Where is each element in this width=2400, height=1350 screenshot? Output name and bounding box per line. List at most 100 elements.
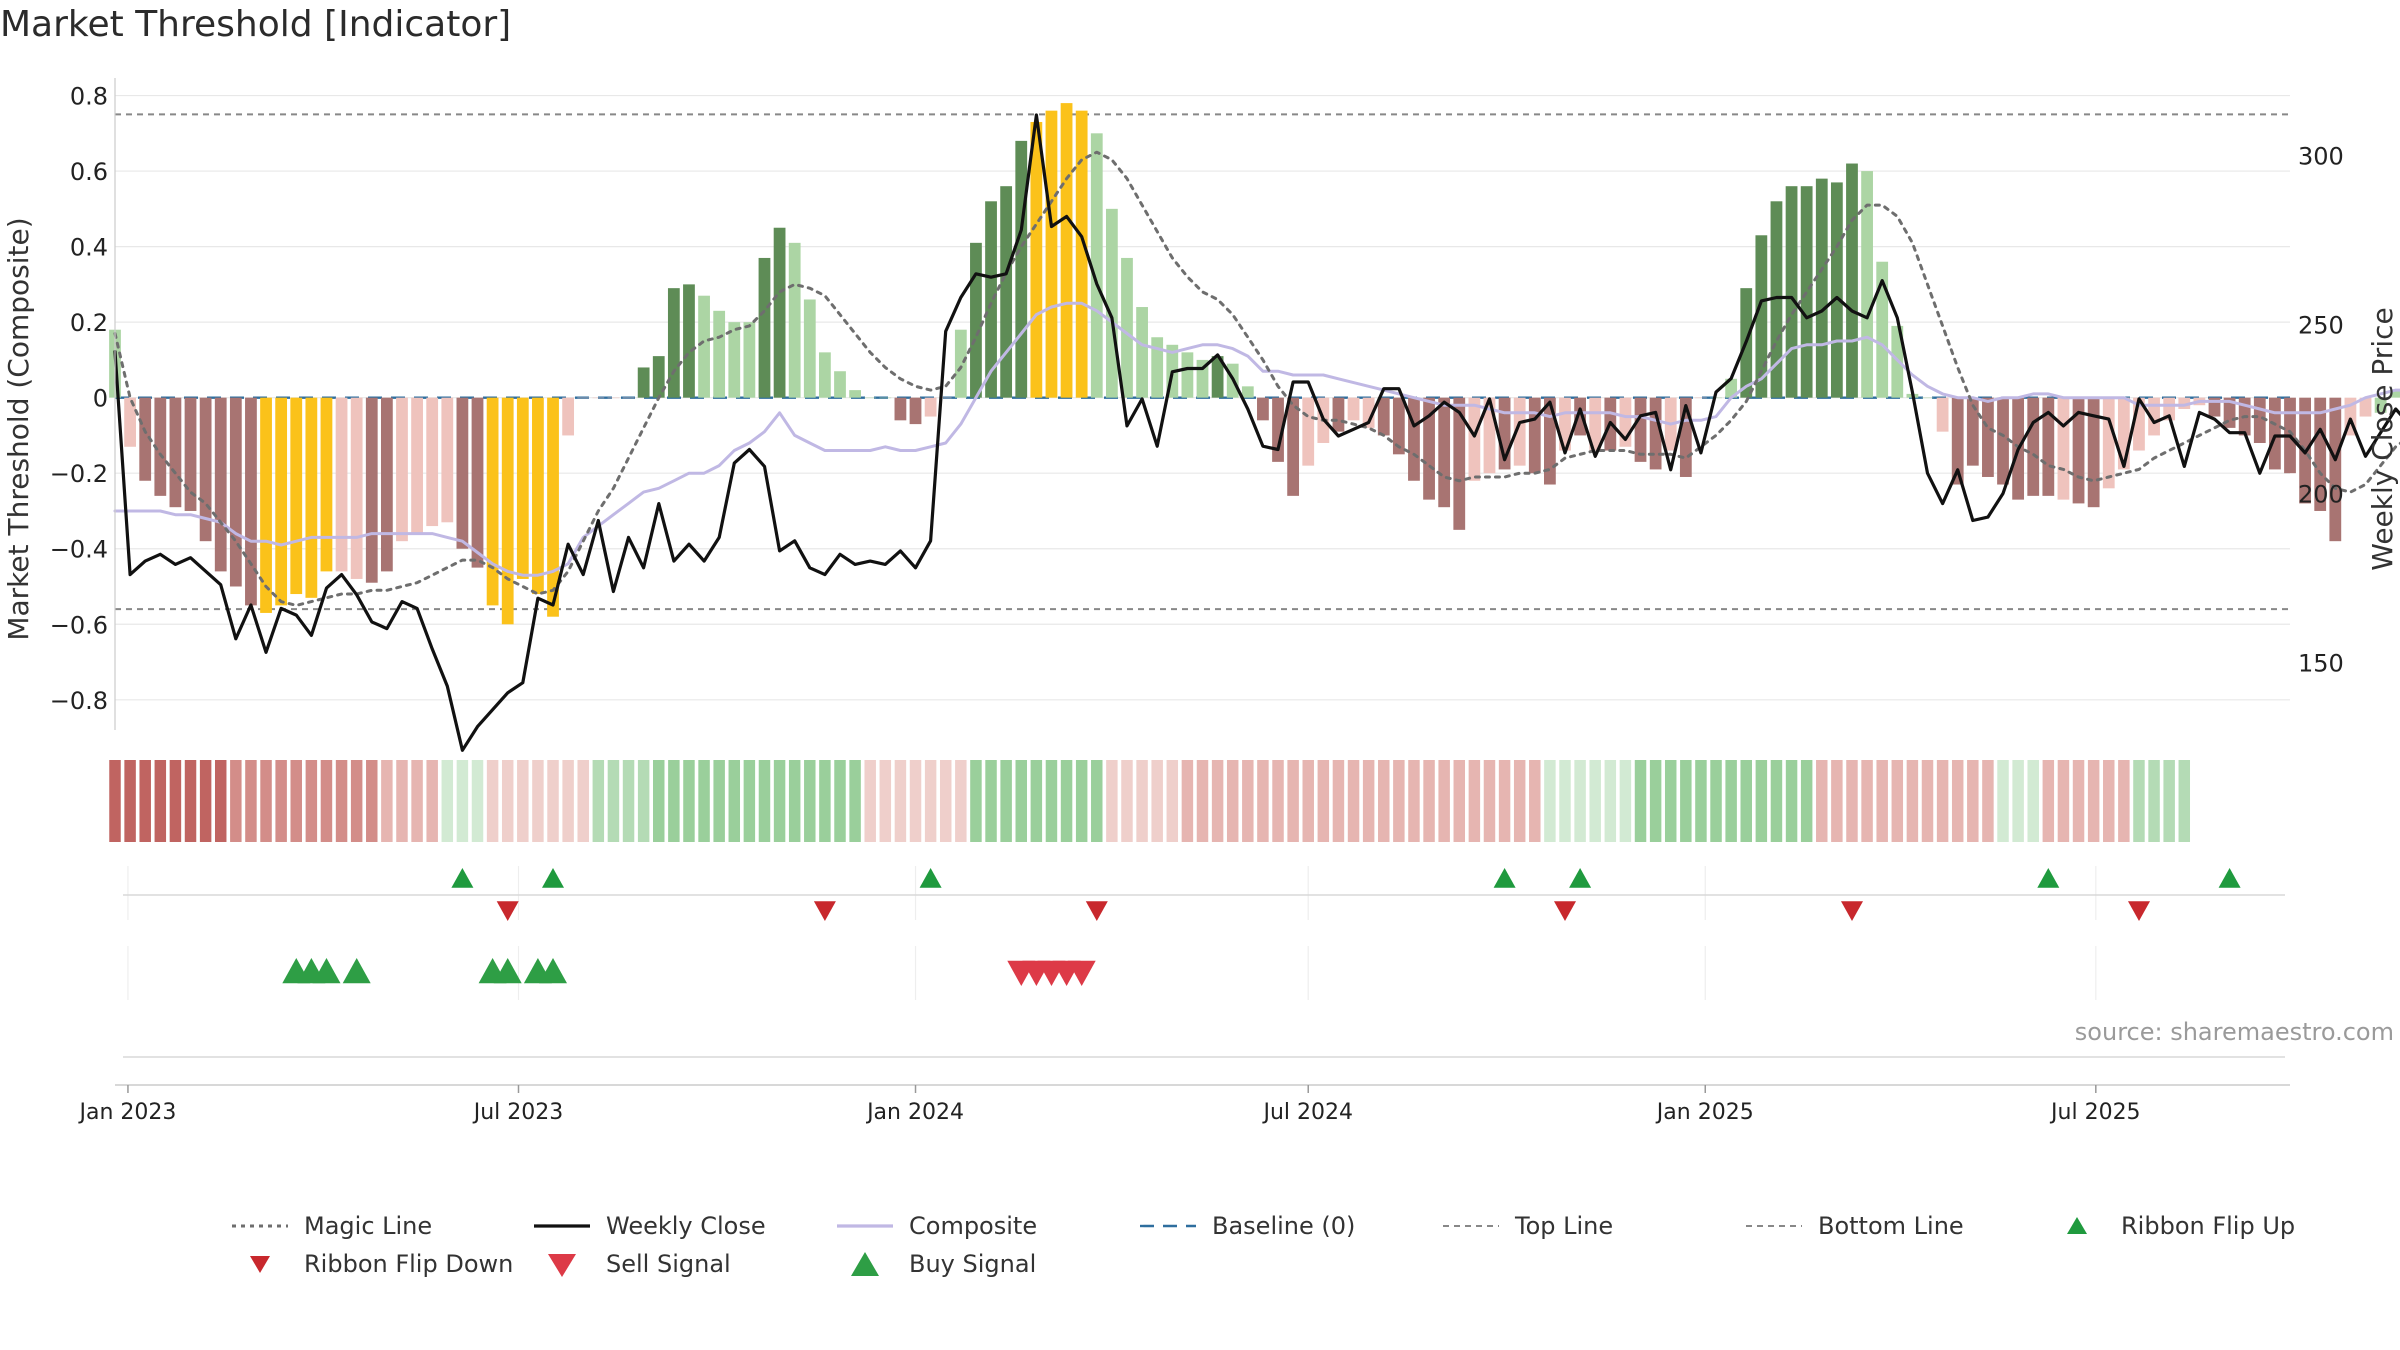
composite-bar: [1921, 397, 1934, 399]
x-tick-label: Jan 2023: [77, 1100, 176, 1125]
ribbon-cell: [2133, 760, 2145, 842]
ribbon-cell: [486, 760, 499, 842]
y-right-axis-title: Weekly Close Price: [2366, 307, 2399, 570]
legend-item-bottom-line: Bottom Line: [1744, 1208, 1964, 1244]
ribbon-cell: [1861, 760, 1873, 842]
ribbon-cell: [834, 760, 846, 842]
ribbon-cell: [2027, 760, 2039, 842]
buy-signal-marker: [342, 958, 371, 984]
composite-bar: [1982, 397, 1994, 477]
legend-item-ribbon-flip-up: Ribbon Flip Up: [2047, 1208, 2295, 1244]
legend-label: Baseline (0): [1212, 1212, 1356, 1240]
ribbon-cell: [381, 760, 393, 842]
weekly-close-line: [113, 113, 2400, 752]
composite-bar: [939, 397, 952, 399]
composite-bar: [320, 397, 333, 572]
ribbon-cell: [924, 760, 937, 842]
composite-bar: [879, 397, 892, 399]
composite-bar: [396, 397, 408, 542]
composite-bar: [2223, 397, 2236, 428]
axes: 0.8 0.6 0.4 0.2 0 −0.2 −0.4 −0.6 −0.8 300 250 200 15…: [2, 78, 2399, 730]
composite-bar: [683, 284, 695, 398]
ribbon-cell: [1649, 760, 1662, 842]
ribbon-cell: [1211, 760, 1224, 842]
ribbon-cell: [1181, 760, 1194, 842]
legend-item-magic-line: Magic Line: [230, 1208, 432, 1244]
ribbon-cell: [1710, 760, 1722, 842]
composite-bar: [562, 397, 575, 436]
legend-label: Bottom Line: [1818, 1212, 1964, 1240]
composite-bar: [592, 397, 605, 399]
ribbon-flip-markers: [123, 868, 2285, 921]
composite-bar: [1634, 397, 1647, 462]
composite-bar: [1544, 397, 1556, 485]
ribbon-flip-down-marker: [813, 901, 836, 921]
ribbon-cell: [1846, 760, 1858, 842]
composite-bar: [335, 397, 348, 572]
legend-item-sell-signal: Sell Signal: [532, 1246, 731, 1282]
legend-label: Composite: [909, 1212, 1038, 1240]
ribbon-cell: [1453, 760, 1466, 842]
composite-bar: [486, 397, 499, 606]
legend-swatch-baseline: [1138, 1211, 1198, 1241]
ribbon-cell: [985, 760, 997, 842]
composite-bar: [1649, 397, 1662, 470]
ribbon-cell: [1242, 760, 1254, 842]
composite-bar: [1453, 397, 1466, 530]
legend-swatch-weekly-close: [532, 1211, 592, 1241]
composite-bar: [1830, 182, 1843, 398]
ribbon-cell: [1030, 760, 1043, 842]
composite-bar: [1287, 397, 1300, 496]
ribbon-cell: [1921, 760, 1934, 842]
ribbon-cell: [1075, 760, 1088, 842]
composite-bar: [1045, 110, 1058, 398]
ribbon-cell: [1755, 760, 1768, 842]
y-tick-label: −0.6: [50, 611, 108, 639]
composite-bar: [2178, 397, 2191, 409]
y-right-tick-label: 200: [2298, 480, 2344, 508]
ribbon-cell: [1725, 760, 1737, 842]
magic-line: [113, 150, 2400, 607]
legend-label: Sell Signal: [606, 1250, 731, 1278]
composite-bar: [199, 397, 212, 542]
composite-bar: [516, 397, 529, 579]
composite-bar: [1241, 386, 1254, 398]
ribbon-cell: [1997, 760, 2009, 842]
composite-bar: [849, 390, 861, 398]
ribbon-cell: [955, 760, 967, 842]
composite-bar: [2253, 397, 2266, 443]
ribbon-cell: [804, 760, 816, 842]
composite-bar: [864, 397, 877, 399]
ribbon-cell: [1604, 760, 1617, 842]
composite-bar: [1755, 235, 1768, 398]
composite-bar: [667, 288, 680, 398]
composite-bar: [1725, 378, 1738, 398]
composite-bar: [1211, 356, 1224, 398]
ribbon-cell: [1876, 760, 1888, 842]
composite-bar: [2389, 390, 2400, 398]
grid-lines: [115, 94, 2290, 1000]
ribbon-cell: [683, 760, 695, 842]
ribbon-cell: [109, 760, 121, 842]
composite-bar: [577, 397, 590, 399]
composite-bar: [1423, 397, 1435, 500]
ribbon-cell: [1619, 760, 1632, 842]
composite-bar: [471, 397, 484, 568]
composite-bar: [1377, 397, 1390, 436]
ribbon-cell: [139, 760, 151, 842]
composite-bars: [109, 103, 2400, 625]
ribbon-cell: [849, 760, 861, 842]
ribbon-cell: [1408, 760, 1420, 842]
ribbon-cell: [1468, 760, 1481, 842]
composite-bar: [1075, 110, 1088, 398]
composite-bar: [1619, 397, 1632, 447]
ribbon-flip-up-marker: [1569, 868, 1592, 888]
legend-swatch-magic-line: [230, 1211, 290, 1241]
ribbon-cell: [1498, 760, 1511, 842]
ribbon-cell: [169, 760, 182, 842]
ribbon-cell: [909, 760, 922, 842]
composite-bar: [1332, 397, 1345, 432]
ribbon-cell: [1951, 760, 1964, 842]
composite-bar: [2344, 397, 2357, 436]
ribbon-cell: [199, 760, 212, 842]
